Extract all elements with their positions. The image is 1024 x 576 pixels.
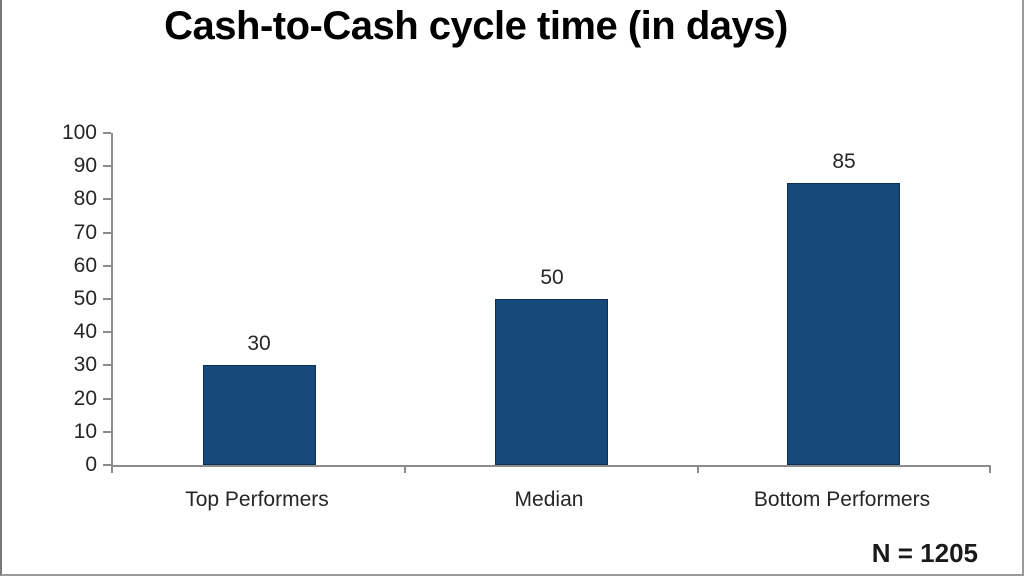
y-tick: [103, 198, 111, 201]
y-tick: [103, 397, 111, 400]
plot-area: 0 10 20 30 40 50 60 70 80 90 100 30 50 85: [62, 121, 991, 476]
y-tick: [103, 231, 111, 234]
y-tick-label: 0: [85, 453, 97, 476]
category-label: Median: [514, 488, 584, 511]
y-tick-label: 90: [73, 154, 97, 178]
x-tick: [404, 465, 406, 473]
x-tick: [111, 465, 113, 473]
y-tick-label: 20: [73, 386, 97, 410]
y-tick-label: 30: [73, 353, 97, 377]
y-tick: [103, 464, 111, 466]
y-tick: [103, 430, 111, 433]
y-tick-label: 70: [73, 220, 97, 244]
y-tick: [103, 331, 111, 334]
bar-value-label: 85: [832, 150, 856, 173]
bar: [787, 183, 900, 465]
y-tick-label: 100: [61, 121, 97, 144]
bar: [495, 299, 608, 465]
y-tick-label: 50: [73, 287, 97, 310]
y-tick: [103, 132, 111, 134]
sample-size-note: N = 1205: [871, 538, 978, 568]
bar: [203, 365, 316, 465]
y-tick-label: 60: [73, 253, 97, 277]
y-tick: [103, 364, 111, 367]
y-tick: [103, 264, 111, 267]
y-tick-label: 80: [73, 187, 97, 211]
x-tick: [989, 465, 991, 473]
x-axis-category-labels: Top Performers Median Bottom Performers: [111, 488, 988, 518]
bar-value-label: 50: [540, 266, 564, 289]
y-tick-label: 40: [73, 320, 97, 344]
y-tick: [103, 298, 111, 300]
y-tick-label: 10: [73, 419, 97, 443]
category-label: Top Performers: [185, 488, 329, 511]
y-tick: [103, 165, 111, 168]
category-label: Bottom Performers: [753, 488, 931, 511]
bar-value-label: 30: [247, 332, 271, 355]
chart-title: Cash-to-Cash cycle time (in days): [164, 4, 788, 48]
x-tick: [697, 465, 699, 473]
